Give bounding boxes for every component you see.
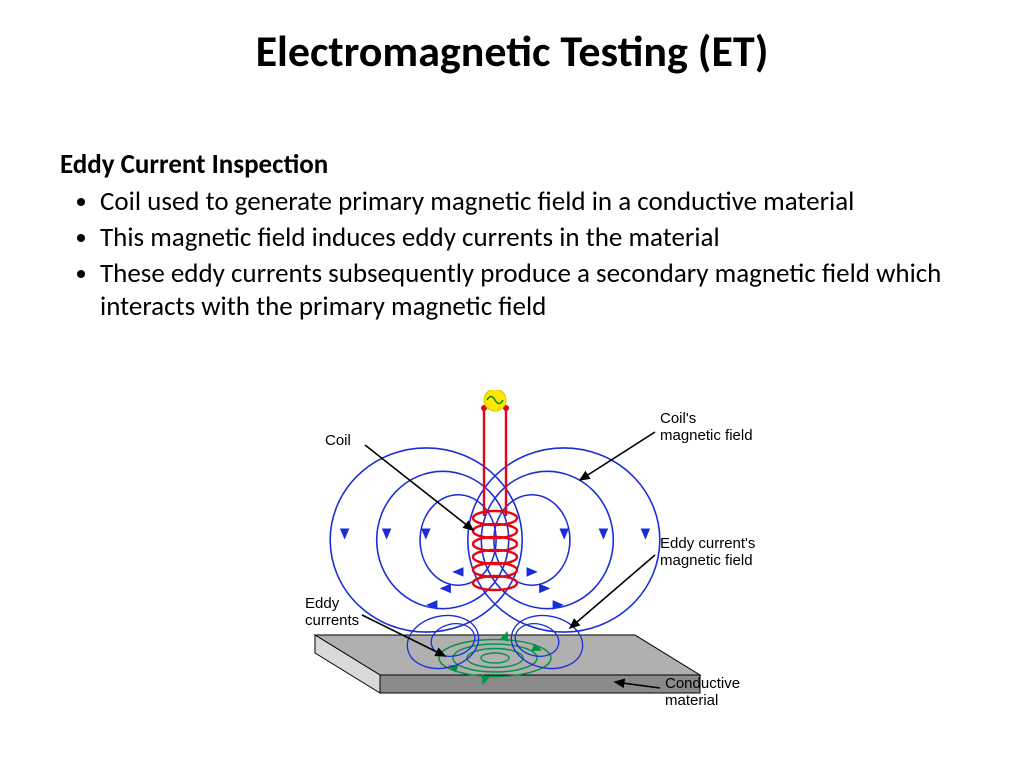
label-coils-magnetic-field: Coil'smagnetic field	[660, 410, 753, 445]
label-conductive-material: Conductivematerial	[665, 675, 740, 710]
slide-title: Electromagnetic Testing (ET)	[0, 0, 1024, 78]
label-eddy-currents: Eddycurrents	[305, 595, 359, 630]
bullet-item: Coil used to generate primary magnetic f…	[100, 185, 964, 219]
bullet-item: These eddy currents subsequently produce…	[100, 257, 964, 325]
slide-subtitle: Eddy Current Inspection	[60, 148, 1024, 181]
label-coil: Coil	[325, 432, 351, 449]
eddy-current-diagram: Coil Coil'smagnetic field Eddycurrents E…	[270, 390, 810, 740]
bullet-list: Coil used to generate primary magnetic f…	[100, 185, 964, 324]
bullet-item: This magnetic field induces eddy current…	[100, 221, 964, 255]
label-eddy-currents-magnetic-field: Eddy current'smagnetic field	[660, 535, 755, 570]
